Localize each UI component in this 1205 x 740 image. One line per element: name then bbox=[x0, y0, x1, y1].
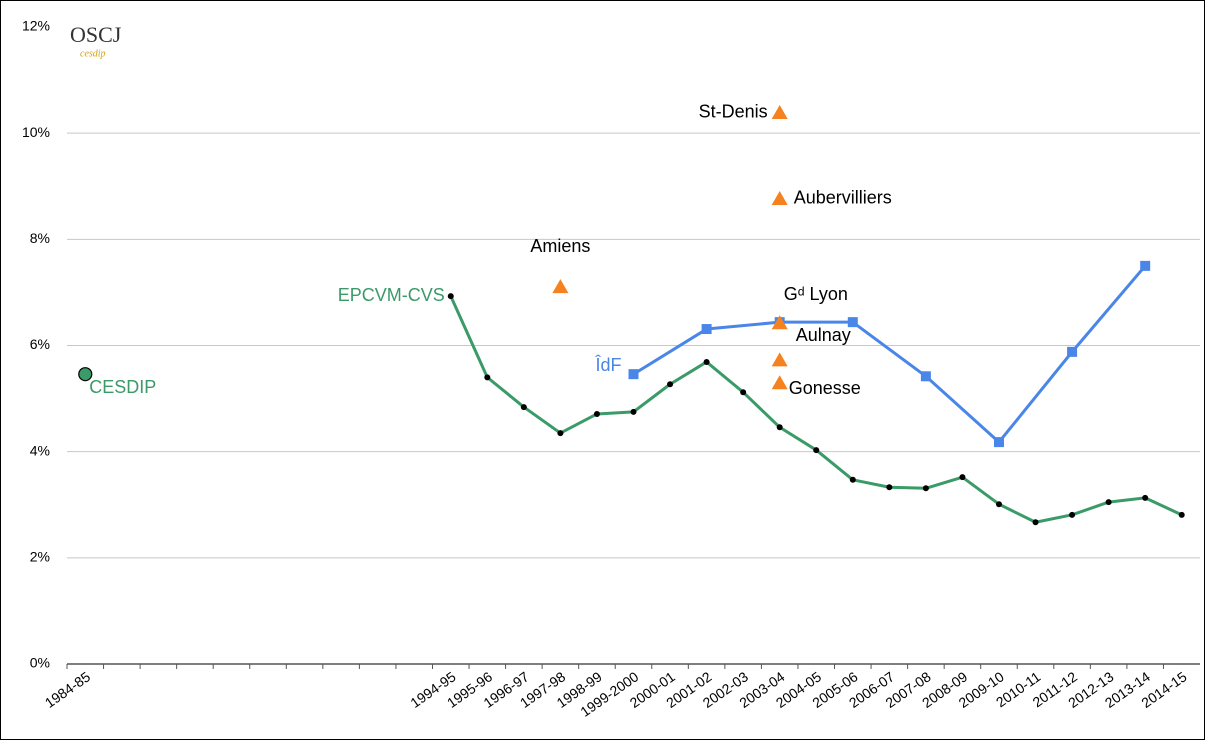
point-marker bbox=[484, 374, 491, 381]
series-label: ÎdF bbox=[594, 355, 621, 375]
point-marker bbox=[628, 369, 639, 380]
annotation-marker bbox=[552, 279, 569, 294]
point-marker bbox=[667, 381, 674, 388]
point-marker bbox=[1067, 346, 1078, 357]
annotation-label: Gonesse bbox=[789, 378, 861, 398]
annotation-marker bbox=[771, 315, 788, 330]
annotation-marker bbox=[771, 352, 788, 367]
annotation-marker bbox=[771, 190, 788, 205]
point-marker bbox=[776, 424, 783, 431]
point-marker bbox=[447, 293, 454, 300]
y-tick-label: 12% bbox=[22, 18, 50, 34]
point-marker bbox=[813, 447, 820, 454]
point-marker bbox=[630, 408, 637, 415]
point-marker bbox=[557, 430, 564, 437]
point-marker bbox=[886, 484, 893, 491]
point-marker bbox=[849, 476, 856, 483]
logo-subtitle: cesdip bbox=[80, 48, 106, 59]
point-marker bbox=[703, 358, 710, 365]
point-marker bbox=[922, 485, 929, 492]
point-marker bbox=[1142, 494, 1149, 501]
series-label: EPCVM-CVS bbox=[338, 285, 445, 305]
y-tick-label: 8% bbox=[30, 230, 50, 246]
series-label: CESDIP bbox=[89, 377, 156, 397]
series-line bbox=[632, 264, 1147, 444]
annotation-marker bbox=[771, 104, 788, 119]
point-marker bbox=[1140, 260, 1151, 271]
y-tick-label: 6% bbox=[30, 336, 50, 352]
point-marker bbox=[1032, 519, 1039, 526]
annotation-label: St-Denis bbox=[699, 102, 768, 122]
point-marker bbox=[959, 474, 966, 481]
point-marker bbox=[1178, 511, 1185, 518]
logo-title: OSCJ bbox=[70, 22, 122, 47]
point-marker bbox=[701, 324, 712, 335]
point-marker bbox=[1105, 499, 1112, 506]
annotation-label: Gᵈ Lyon bbox=[784, 284, 848, 304]
point-marker bbox=[520, 404, 527, 411]
annotation-label: Amiens bbox=[530, 236, 590, 256]
point-marker bbox=[740, 389, 747, 396]
point-marker bbox=[920, 371, 931, 382]
point-marker bbox=[78, 367, 93, 382]
point-marker bbox=[847, 317, 858, 328]
y-tick-label: 10% bbox=[22, 124, 50, 140]
y-tick-label: 0% bbox=[30, 655, 50, 671]
point-marker bbox=[593, 410, 600, 417]
y-tick-label: 4% bbox=[30, 442, 50, 458]
point-marker bbox=[1069, 511, 1076, 518]
y-tick-label: 2% bbox=[30, 549, 50, 565]
point-marker bbox=[995, 501, 1002, 508]
point-marker bbox=[993, 437, 1004, 448]
annotation-marker bbox=[771, 375, 788, 390]
annotation-label: Aulnay bbox=[796, 325, 851, 345]
annotation-label: Aubervilliers bbox=[794, 188, 892, 208]
